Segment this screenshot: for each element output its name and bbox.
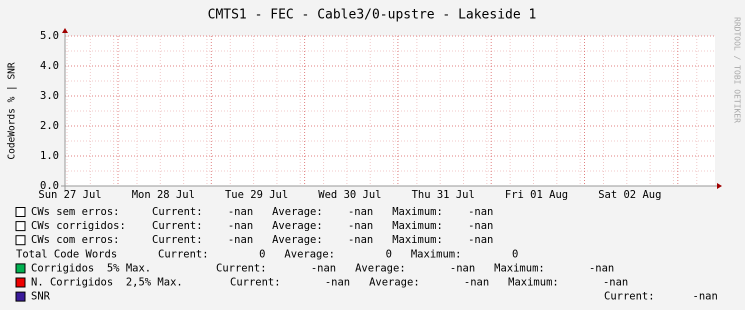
legend-swatch xyxy=(15,235,26,246)
watermark: RRDTOOL / TOBI OETIKER xyxy=(733,17,742,123)
x-tick-label: Sun 27 Jul xyxy=(38,189,101,201)
legend-stats: Current: -nan Average: -nan Maximum: -na… xyxy=(216,262,614,274)
legend-swatch xyxy=(15,221,26,232)
legend-stats: Current: -nan Average: -nan Maximum: -na… xyxy=(230,277,628,289)
x-tick-label: Tue 29 Jul xyxy=(225,189,288,201)
x-tick-label: Wed 30 Jul xyxy=(318,189,381,201)
x-tick-label: Thu 31 Jul xyxy=(412,189,475,201)
legend-swatch xyxy=(15,277,26,288)
legend-label: N. Corrigidos 2,5% Max. xyxy=(31,277,183,289)
y-axis-arrow xyxy=(62,28,68,33)
legend-swatch xyxy=(15,207,26,217)
y-tick-label: 2.0 xyxy=(40,120,59,132)
x-tick-label: Sat 02 Aug xyxy=(598,189,661,201)
legend-label: SNR xyxy=(31,291,51,303)
legend-stats: Current: -nan Average: -nan Maximum: -na… xyxy=(152,206,493,218)
y-tick-label: 1.0 xyxy=(40,150,59,162)
x-tick-label: Mon 28 Jul xyxy=(132,189,195,201)
y-tick-label: 4.0 xyxy=(40,60,59,72)
legend-swatch xyxy=(15,291,26,302)
y-axis-label: CodeWords % | SNR xyxy=(7,62,18,160)
legend-label: Total Code Words xyxy=(16,248,117,260)
x-tick-label: Fri 01 Aug xyxy=(505,189,568,201)
legend-stats: Current: 0 Average: 0 Maximum: 0 xyxy=(158,248,518,260)
legend-label: CWs corrigidos: xyxy=(31,220,126,232)
legend-stats: Current: -nan Average: -nan Maximum: -na… xyxy=(152,220,493,232)
y-tick-label: 5.0 xyxy=(40,30,59,42)
legend-stats: Current: -nan Average: -nan Maximum: -na… xyxy=(152,234,493,246)
legend-label: CWs com erros: xyxy=(31,234,120,246)
chart-title: CMTS1 - FEC - Cable3/0-upstre - Lakeside… xyxy=(208,8,537,23)
legend-label: Corrigidos 5% Max. xyxy=(31,262,151,274)
y-tick-label: 3.0 xyxy=(40,90,59,102)
y-tick-label: 0.0 xyxy=(40,180,59,192)
legend-stats: Current: -nan xyxy=(604,291,718,303)
x-axis-arrow xyxy=(717,183,722,189)
legend-swatch xyxy=(15,263,26,274)
legend-label: CWs sem erros: xyxy=(31,206,120,218)
